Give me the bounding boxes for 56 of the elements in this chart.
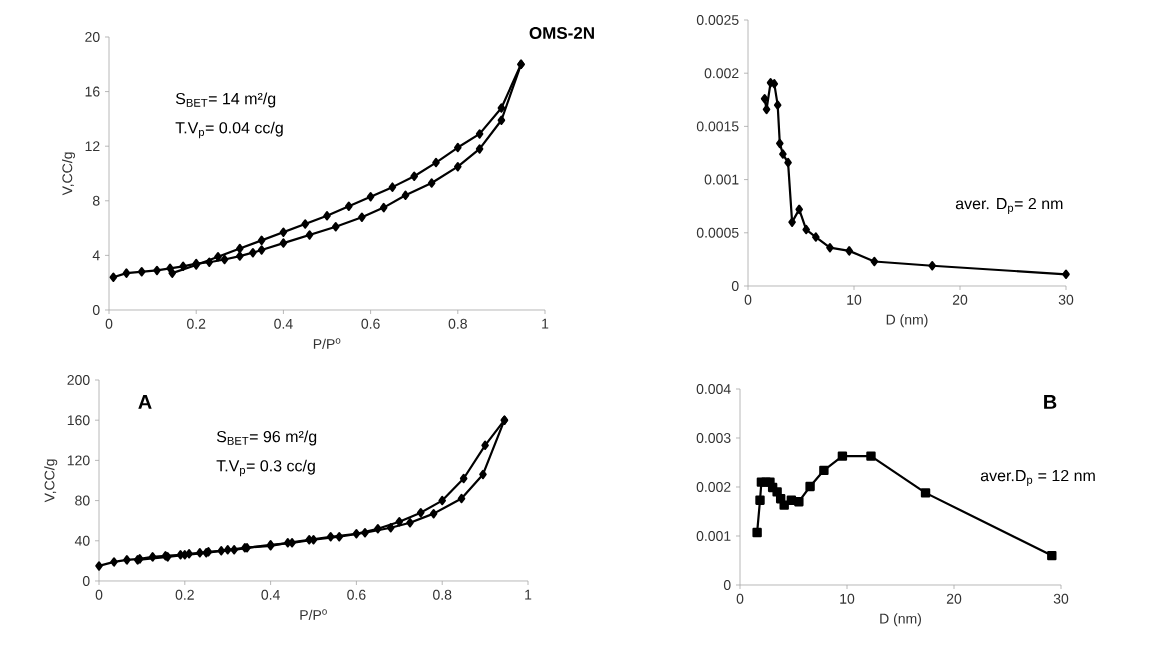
x-tick-label: 20 <box>946 593 962 604</box>
x-tick-label: 0.6 <box>347 589 366 600</box>
y-tick-label: 0.002 <box>696 482 731 492</box>
y-tick-label: 0.0005 <box>696 227 739 238</box>
annotation: B <box>1044 395 1057 409</box>
x-tick-label: 30 <box>1058 294 1074 305</box>
x-axis-title: D (nm) <box>886 314 928 328</box>
y-axis-title: V,CC/g <box>44 459 58 503</box>
y-tick-label: 0.002 <box>704 68 739 79</box>
x-tick-label: 0.6 <box>361 318 380 329</box>
y-axis-title: V,CC/g <box>61 152 76 196</box>
annotation: aver.D$_{p}$ = 12 nm <box>980 469 1095 487</box>
x-tick-label: 0.2 <box>187 318 206 329</box>
x-axis-title: P/P$^{o}$ <box>313 338 341 349</box>
x-tick-label: 10 <box>847 294 862 305</box>
y-tick-label: 8 <box>92 195 100 206</box>
annotation: T.V$_{p}$= 0.04 cc/g <box>175 121 283 139</box>
x-tick-label: 20 <box>952 294 968 305</box>
annotation: aver. D$_{p}$= 2 nm <box>955 197 1063 215</box>
y-tick-label: 80 <box>75 495 90 506</box>
y-tick-label: 0 <box>92 305 100 315</box>
y-tick-label: 0 <box>723 580 731 590</box>
x-tick-label: 1 <box>525 589 532 600</box>
y-tick-label: 0.001 <box>704 174 739 185</box>
x-tick-label: 0.4 <box>274 318 293 329</box>
y-tick-label: 16 <box>85 86 100 97</box>
x-tick-label: 30 <box>1053 593 1069 604</box>
y-tick-label: 0.003 <box>696 433 731 443</box>
annotation: A <box>138 395 152 409</box>
annotation: T.V$_{p}$= 0.3 cc/g <box>216 459 315 477</box>
chart-title: OMS-2N <box>529 26 594 40</box>
y-tick-label: 0.0025 <box>696 15 739 25</box>
x-tick-label: 0.2 <box>175 589 194 600</box>
y-tick-label: 20 <box>85 32 100 42</box>
x-tick-label: 10 <box>840 593 855 604</box>
y-tick-label: 0.001 <box>696 531 731 541</box>
y-tick-label: 0 <box>82 576 90 586</box>
x-tick-label: 0.8 <box>433 589 452 600</box>
x-tick-label: 1 <box>542 318 549 329</box>
y-tick-label: 200 <box>67 375 90 385</box>
annotation: S$_{BET}$= 96 m²/g <box>216 430 317 446</box>
y-tick-label: 160 <box>67 415 90 426</box>
x-tick-label: 0.8 <box>448 318 467 329</box>
y-tick-label: 12 <box>85 141 100 152</box>
y-tick-label: 0.0015 <box>696 121 739 132</box>
x-tick-label: 0 <box>744 294 752 305</box>
y-tick-label: 120 <box>67 455 90 466</box>
x-axis-title: P/P$^{o}$ <box>300 609 327 620</box>
y-tick-label: 40 <box>74 535 90 546</box>
y-tick-label: 4 <box>92 250 100 261</box>
x-tick-label: 0 <box>105 318 113 329</box>
y-tick-label: 0.004 <box>696 384 731 394</box>
x-tick-label: 0.4 <box>261 589 280 600</box>
x-axis-title: D (nm) <box>880 613 922 627</box>
y-tick-label: 0 <box>731 281 739 291</box>
annotation: S$_{BET}$= 14 m²/g <box>175 92 276 108</box>
